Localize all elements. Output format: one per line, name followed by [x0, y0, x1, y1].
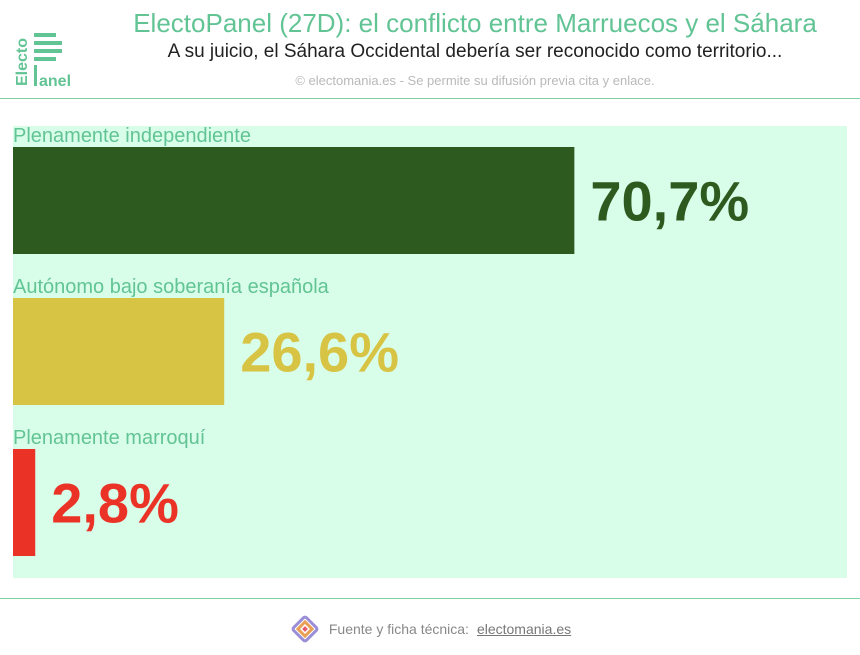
logo-text-anel: anel: [39, 73, 71, 90]
value-label: 26,6%: [240, 321, 399, 384]
category-label: Plenamente independiente: [13, 126, 251, 147]
bar: [13, 298, 225, 405]
logo-bar-4: [34, 57, 56, 61]
header-divider: [0, 98, 860, 99]
category-label: Autónomo bajo soberanía española: [13, 276, 330, 298]
bar: [13, 449, 36, 556]
logo-bar-1: [34, 33, 56, 37]
bar: [13, 147, 575, 254]
logo-bar-2: [34, 41, 62, 45]
category-label: Plenamente marroquí: [13, 427, 206, 449]
value-label: 70,7%: [590, 170, 749, 233]
footer-label: Fuente y ficha técnica:: [328, 621, 469, 637]
logo-bar-5: [34, 65, 37, 86]
copyright-notice: © electomania.es - Se permite su difusió…: [295, 73, 655, 88]
value-label: 2,8%: [51, 472, 179, 535]
chart-subtitle: A su juicio, el Sáhara Occidental deberí…: [167, 41, 783, 62]
logo-bar-3: [34, 49, 62, 53]
logo-text-electo: Electo: [14, 38, 31, 86]
electomania-logo-icon: [291, 615, 319, 643]
footer: Fuente y ficha técnica: electomania.es: [0, 612, 860, 646]
bar-chart: Plenamente independiente 70,7% Autónomo ba…: [13, 126, 847, 578]
chart-title: ElectoPanel (27D): el conflicto entre Ma…: [133, 8, 817, 38]
footer-divider: [0, 598, 860, 599]
electopanel-logo: Electo anel: [14, 33, 71, 90]
footer-link[interactable]: electomania.es: [476, 621, 572, 637]
